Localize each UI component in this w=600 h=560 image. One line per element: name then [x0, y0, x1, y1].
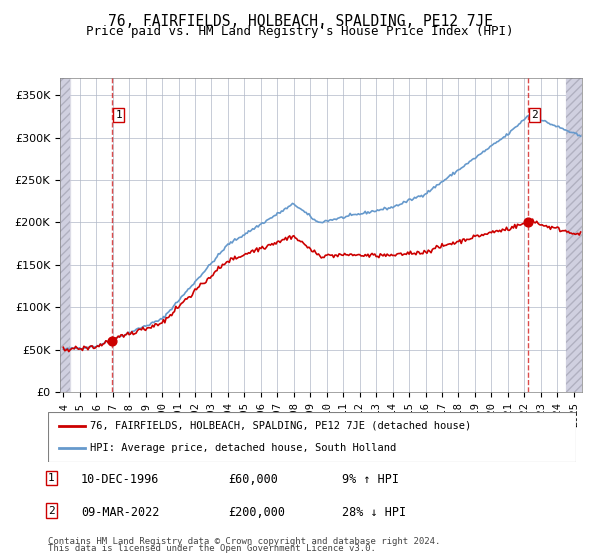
Text: 1: 1 — [48, 473, 55, 483]
Text: 9% ↑ HPI: 9% ↑ HPI — [342, 473, 399, 486]
Text: 28% ↓ HPI: 28% ↓ HPI — [342, 506, 406, 519]
Text: 10-DEC-1996: 10-DEC-1996 — [81, 473, 160, 486]
Text: Price paid vs. HM Land Registry's House Price Index (HPI): Price paid vs. HM Land Registry's House … — [86, 25, 514, 38]
Text: 2: 2 — [48, 506, 55, 516]
Bar — [60, 53, 70, 392]
Text: HPI: Average price, detached house, South Holland: HPI: Average price, detached house, Sout… — [90, 443, 397, 453]
Point — [107, 337, 117, 346]
Text: 1: 1 — [115, 110, 122, 120]
Text: 76, FAIRFIELDS, HOLBEACH, SPALDING, PE12 7JE (detached house): 76, FAIRFIELDS, HOLBEACH, SPALDING, PE12… — [90, 421, 472, 431]
Text: 76, FAIRFIELDS, HOLBEACH, SPALDING, PE12 7JE: 76, FAIRFIELDS, HOLBEACH, SPALDING, PE12… — [107, 14, 493, 29]
Bar — [566, 78, 590, 392]
Text: £200,000: £200,000 — [228, 506, 285, 519]
FancyBboxPatch shape — [48, 412, 576, 462]
Bar — [566, 53, 598, 392]
Text: This data is licensed under the Open Government Licence v3.0.: This data is licensed under the Open Gov… — [48, 544, 376, 553]
Text: £60,000: £60,000 — [228, 473, 278, 486]
Point — [523, 218, 533, 227]
Text: 2: 2 — [531, 110, 538, 120]
Bar — [55, 78, 70, 392]
Text: 09-MAR-2022: 09-MAR-2022 — [81, 506, 160, 519]
Text: Contains HM Land Registry data © Crown copyright and database right 2024.: Contains HM Land Registry data © Crown c… — [48, 537, 440, 546]
